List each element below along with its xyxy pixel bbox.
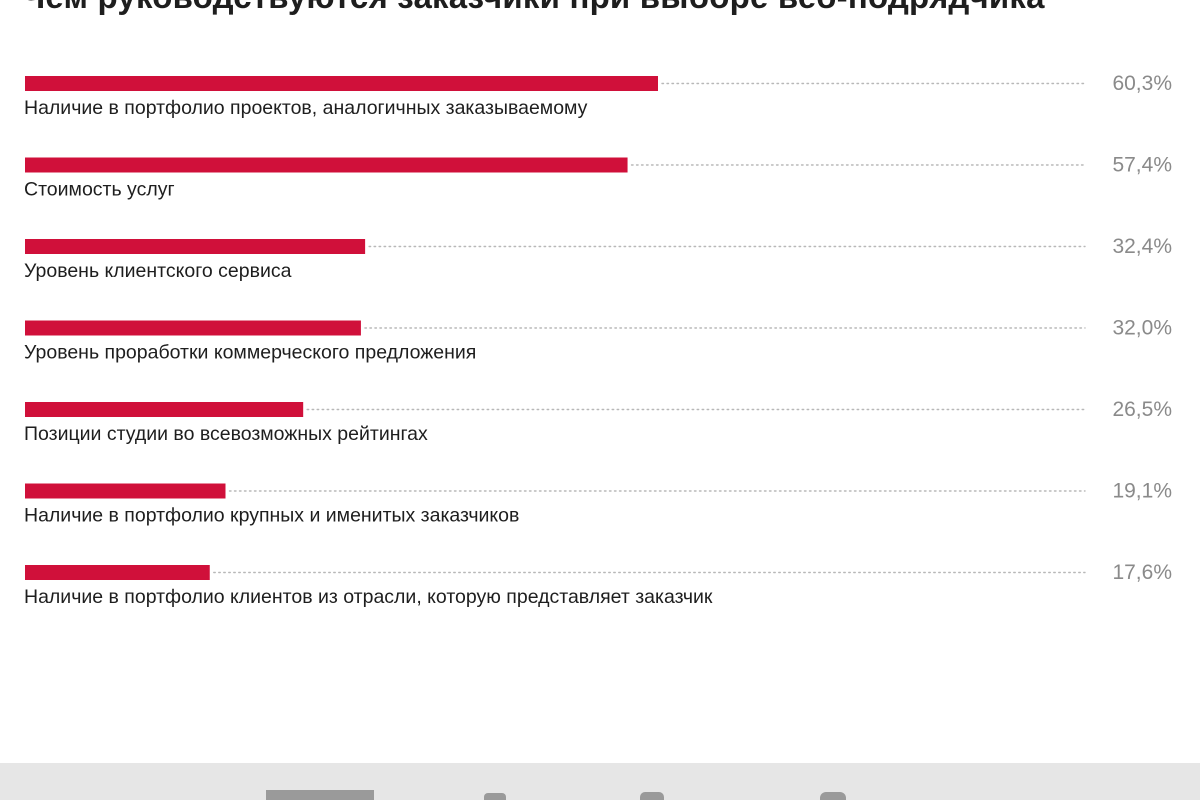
bar-row: 26,5% Позиции студии во всевозможных рейт…: [24, 398, 1172, 445]
bar: [25, 320, 361, 336]
bar-row: 32,0% Уровень проработки коммерческого пр…: [24, 317, 1172, 364]
value-label: 60,3%: [1112, 72, 1172, 95]
value-label: 57,4%: [1112, 154, 1172, 177]
bar-row: 17,6% Наличие в портфолио клиентов из отр…: [24, 561, 1172, 608]
bar: [25, 483, 226, 499]
footer-bar: [0, 763, 1200, 800]
category-label: Наличие в портфолио клиентов из отрасли,…: [24, 586, 713, 608]
category-label: Наличие в портфолио крупных и именитых з…: [24, 505, 519, 527]
value-label: 26,5%: [1112, 398, 1172, 421]
bar: [25, 565, 210, 580]
chart-title: Чем руководствуются заказчики при выборе…: [22, 0, 1045, 16]
value-label: 32,0%: [1112, 317, 1172, 340]
category-label: Стоимость услуг: [24, 179, 175, 201]
value-label: 32,4%: [1112, 235, 1172, 258]
bar-row: 32,4% Уровень клиентского сервиса: [24, 235, 1172, 282]
brand-logo-icon: [266, 790, 374, 800]
category-label: Уровень проработки коммерческого предлож…: [24, 342, 476, 364]
bar: [25, 76, 658, 91]
bar-row: 57,4% Стоимость услуг: [24, 154, 1172, 201]
bar: [25, 402, 304, 417]
category-label: Наличие в портфолио проектов, аналогичны…: [24, 97, 588, 119]
footer-mark: [640, 792, 664, 800]
footer-mark: [820, 792, 846, 800]
value-label: 19,1%: [1112, 480, 1172, 503]
bar: [25, 239, 366, 254]
category-label: Уровень клиентского сервиса: [24, 260, 292, 282]
footer-mark: [484, 793, 506, 800]
value-label: 17,6%: [1112, 561, 1172, 584]
bar-row: 19,1% Наличие в портфолио крупных и имени…: [24, 480, 1172, 527]
bar: [25, 157, 628, 173]
category-label: Позиции студии во всевозможных рейтингах: [24, 423, 428, 445]
bar-chart: 60,3% Наличие в портфолио проектов, анало…: [24, 72, 1172, 608]
bar-row: 60,3% Наличие в портфолио проектов, анало…: [24, 72, 1172, 119]
